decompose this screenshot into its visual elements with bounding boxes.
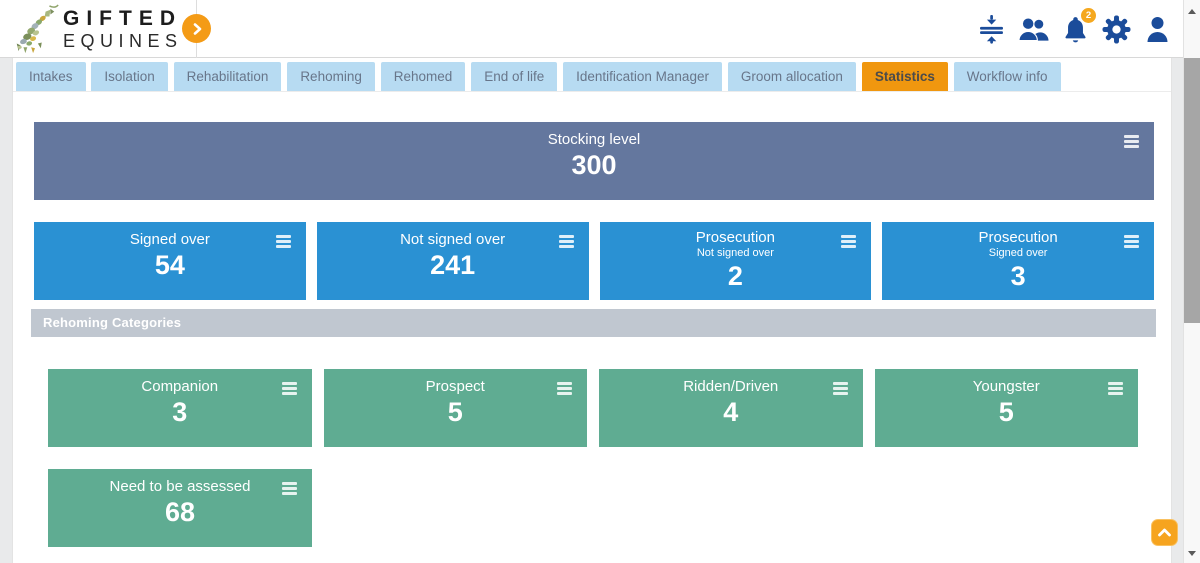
card-menu-icon[interactable]	[281, 382, 297, 397]
card-title: Need to be assessed	[109, 478, 251, 495]
users-icon[interactable]	[1018, 16, 1049, 43]
chevron-up-icon	[1158, 528, 1171, 537]
card-value: 300	[571, 150, 617, 180]
sidebar-toggle-button[interactable]	[182, 14, 211, 43]
brand-name: GIFTED EQUINES	[63, 7, 183, 52]
scrollbar-up-arrow-icon[interactable]	[1188, 9, 1196, 14]
compress-icon[interactable]	[979, 14, 1004, 44]
chevron-right-icon	[193, 22, 201, 35]
tab-identification-manager[interactable]: Identification Manager	[563, 62, 722, 91]
card-menu-icon[interactable]	[1108, 382, 1123, 397]
scrollbar[interactable]	[1183, 0, 1200, 563]
card-menu-icon[interactable]	[1124, 235, 1139, 250]
tab-intakes[interactable]: Intakes	[16, 62, 86, 91]
main-panel: Intakes Isolation Rehabilitation Rehomin…	[12, 58, 1172, 563]
card-value: 4	[723, 397, 739, 427]
header-icon-bar: 2	[979, 7, 1170, 45]
stocking-level-card: Stocking level 300	[34, 122, 1154, 200]
card-value: 54	[154, 250, 185, 280]
card-title: Stocking level	[547, 131, 641, 148]
card-value: 5	[447, 397, 463, 427]
card-menu-icon[interactable]	[1124, 135, 1139, 150]
settings-gear-icon[interactable]	[1102, 15, 1131, 44]
tab-workflow-info[interactable]: Workflow info	[953, 62, 1061, 91]
card-value: 2	[727, 261, 743, 291]
card-title: Prosecution	[695, 229, 775, 246]
notification-badge: 2	[1081, 7, 1096, 23]
tab-isolation[interactable]: Isolation	[91, 62, 168, 91]
app-header: GIFTED EQUINES	[0, 0, 1183, 58]
card-menu-icon[interactable]	[832, 382, 848, 397]
card-value: 3	[172, 397, 188, 427]
card-title: Prospect	[425, 378, 485, 395]
card-value: 241	[430, 250, 476, 280]
category-card-row-2: Need to be assessed 68	[48, 469, 1138, 547]
brand-line1: GIFTED	[63, 7, 182, 30]
card-title: Not signed over	[400, 231, 506, 248]
card-menu-icon[interactable]	[841, 235, 857, 250]
ridden-driven-card: Ridden/Driven 4	[599, 369, 863, 447]
card-value: 5	[998, 397, 1014, 427]
card-title: Companion	[141, 378, 219, 395]
scrollbar-thumb[interactable]	[1184, 58, 1200, 323]
card-title: Ridden/Driven	[683, 378, 779, 395]
card-subtitle: Signed over	[988, 247, 1048, 259]
card-value: 68	[164, 497, 196, 527]
need-to-be-assessed-card: Need to be assessed 68	[48, 469, 312, 547]
card-value: 3	[1010, 261, 1026, 291]
card-title: Signed over	[129, 231, 210, 248]
tab-rehomed[interactable]: Rehomed	[380, 62, 466, 91]
rehoming-categories-header: Rehoming Categories	[31, 309, 1156, 337]
tab-rehoming[interactable]: Rehoming	[287, 62, 375, 91]
prosecution-not-signed-over-card: Prosecution Not signed over 2	[599, 222, 872, 300]
notifications-bell-icon[interactable]: 2	[1063, 7, 1096, 44]
tab-bar: Intakes Isolation Rehabilitation Rehomin…	[13, 58, 1171, 92]
youngster-card: Youngster 5	[874, 369, 1138, 447]
card-title: Youngster	[972, 378, 1040, 395]
status-card-row: Signed over 54 Not signed over 241 Prose…	[34, 222, 1154, 300]
card-menu-icon[interactable]	[275, 235, 291, 250]
card-menu-icon[interactable]	[557, 382, 572, 397]
scrollbar-down-arrow-icon[interactable]	[1188, 551, 1196, 556]
card-menu-icon[interactable]	[282, 482, 297, 497]
tab-end-of-life[interactable]: End of life	[471, 62, 558, 91]
card-title: Prosecution	[978, 229, 1058, 246]
tab-statistics[interactable]: Statistics	[861, 62, 948, 91]
horse-logo	[16, 4, 59, 54]
prospect-card: Prospect 5	[323, 369, 587, 447]
category-card-row: Companion 3 Prospect 5 Ridden/Driven 4 Y…	[48, 369, 1138, 447]
companion-card: Companion 3	[48, 369, 312, 447]
tab-groom-allocation[interactable]: Groom allocation	[727, 62, 856, 91]
profile-icon[interactable]	[1145, 15, 1170, 43]
signed-over-card: Signed over 54	[34, 222, 306, 300]
tab-rehabilitation[interactable]: Rehabilitation	[173, 62, 282, 91]
brand-line2: EQUINES	[63, 31, 183, 52]
not-signed-over-card: Not signed over 241	[316, 222, 589, 300]
card-subtitle: Not signed over	[696, 247, 774, 259]
scroll-to-top-button[interactable]	[1151, 519, 1178, 546]
card-menu-icon[interactable]	[558, 235, 574, 250]
prosecution-signed-over-card: Prosecution Signed over 3	[882, 222, 1154, 300]
